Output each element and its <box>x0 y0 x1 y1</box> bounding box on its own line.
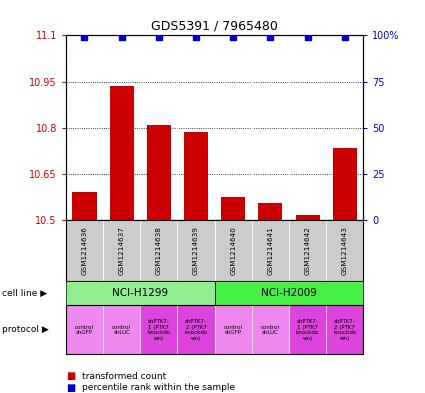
Point <box>267 34 274 40</box>
Text: control
shLUC: control shLUC <box>261 325 280 335</box>
Text: control
shLUC: control shLUC <box>112 325 131 335</box>
Text: GSM1214643: GSM1214643 <box>342 226 348 275</box>
Text: shPTK7-
2 (PTK7
knockdo
wn): shPTK7- 2 (PTK7 knockdo wn) <box>333 320 357 340</box>
Text: control
shGFP: control shGFP <box>224 325 243 335</box>
Bar <box>221 197 245 220</box>
Point <box>118 34 125 40</box>
Point <box>81 34 88 40</box>
Bar <box>110 86 134 220</box>
Point <box>341 34 348 40</box>
Text: GSM1214636: GSM1214636 <box>82 226 88 275</box>
Text: shPTK7-
1 (PTK7
knockdo
wn): shPTK7- 1 (PTK7 knockdo wn) <box>147 320 170 340</box>
Text: shPTK7-
1 (PTK7
knockdo
wn): shPTK7- 1 (PTK7 knockdo wn) <box>296 320 319 340</box>
Point <box>304 34 311 40</box>
Text: control
shGFP: control shGFP <box>75 325 94 335</box>
Text: GSM1214638: GSM1214638 <box>156 226 162 275</box>
Text: transformed count: transformed count <box>82 372 166 380</box>
Text: GSM1214642: GSM1214642 <box>305 226 311 275</box>
Point <box>156 34 162 40</box>
Point <box>230 34 237 40</box>
Bar <box>147 125 171 220</box>
Text: shPTK7-
2 (PTK7
knockdo
wn): shPTK7- 2 (PTK7 knockdo wn) <box>184 320 208 340</box>
Bar <box>72 192 96 220</box>
Text: cell line ▶: cell line ▶ <box>2 289 47 298</box>
Text: percentile rank within the sample: percentile rank within the sample <box>82 384 235 392</box>
Point <box>193 34 199 40</box>
Text: GSM1214639: GSM1214639 <box>193 226 199 275</box>
Title: GDS5391 / 7965480: GDS5391 / 7965480 <box>151 20 278 33</box>
Text: ■: ■ <box>66 383 75 393</box>
Text: GSM1214640: GSM1214640 <box>230 226 236 275</box>
Text: GSM1214637: GSM1214637 <box>119 226 125 275</box>
Bar <box>295 215 320 220</box>
Bar <box>184 132 208 220</box>
Text: NCI-H2009: NCI-H2009 <box>261 288 317 298</box>
Text: protocol ▶: protocol ▶ <box>2 325 49 334</box>
Bar <box>333 148 357 220</box>
Text: GSM1214641: GSM1214641 <box>267 226 273 275</box>
Text: NCI-H1299: NCI-H1299 <box>112 288 168 298</box>
Bar <box>258 203 283 220</box>
Text: ■: ■ <box>66 371 75 381</box>
